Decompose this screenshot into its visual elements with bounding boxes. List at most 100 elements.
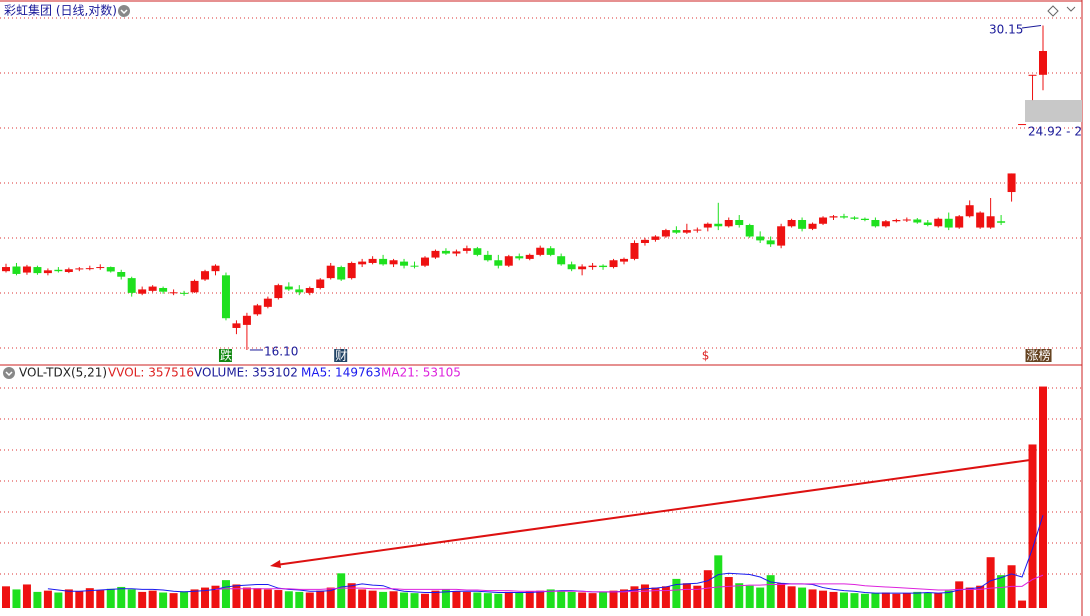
candle-body: [777, 226, 786, 246]
volume-bar: [358, 589, 367, 608]
diamond-icon[interactable]: [1047, 5, 1059, 17]
volume-bar: [787, 586, 796, 608]
ma5-label: MA5: 149763: [301, 366, 381, 380]
candle-body: [54, 269, 63, 272]
candle-body: [976, 212, 985, 228]
volume-bar: [148, 590, 157, 608]
volume-bar: [850, 593, 859, 608]
volume-bar: [557, 591, 566, 608]
volume-bar: [316, 590, 325, 608]
candle-body: [525, 254, 534, 259]
volume-bar: [1039, 386, 1047, 608]
volume-bar: [620, 589, 629, 608]
candle-body: [672, 230, 681, 233]
volume-bar: [483, 593, 492, 608]
candle-body: [316, 279, 325, 288]
volume-bar: [525, 591, 534, 608]
candle-body: [138, 289, 147, 294]
volume-icon[interactable]: [3, 367, 15, 379]
volume-bar: [127, 589, 136, 608]
candle-body: [693, 229, 702, 231]
volume-bar: [2, 586, 10, 608]
candle-body: [892, 220, 901, 222]
candle-body: [368, 258, 377, 263]
candle-body: [546, 248, 555, 255]
menu-icon[interactable]: [1066, 6, 1076, 12]
volume-bar: [274, 590, 283, 608]
candle-body: [389, 260, 398, 265]
candle-body: [766, 240, 775, 245]
collapse-icon[interactable]: [118, 5, 130, 17]
volume-bar: [75, 591, 84, 608]
candle-body: [232, 323, 241, 328]
volume-bar: [829, 591, 838, 608]
volume-bar: [745, 585, 754, 608]
candle-body: [798, 220, 807, 229]
volume-bar: [588, 593, 597, 608]
candle-body: [117, 271, 126, 277]
candle-body: [609, 260, 618, 268]
candle-body: [431, 250, 440, 258]
volume-bar: [211, 585, 220, 608]
volume-bar: [253, 588, 262, 608]
annotation-arrow: [270, 459, 1031, 568]
candle-body: [211, 265, 220, 272]
volume-bar: [431, 590, 440, 608]
candle-body: [1039, 51, 1047, 75]
candle-body: [965, 205, 974, 217]
volume-bar: [441, 589, 450, 608]
volume-bar: [777, 583, 786, 608]
candle-body: [358, 261, 367, 265]
candle-body: [410, 265, 419, 267]
candle-body: [703, 223, 712, 228]
candle-body: [96, 267, 105, 269]
marker-label: 涨榜: [1027, 348, 1051, 363]
volume-bar: [85, 588, 94, 608]
candle-body: [913, 219, 922, 223]
candle-body: [12, 266, 21, 274]
candle-body: [578, 266, 587, 270]
volume-bar: [766, 575, 775, 608]
candle-body: [462, 248, 471, 251]
candle-body: [201, 271, 210, 280]
candle-body: [148, 286, 157, 291]
candle-body: [745, 225, 754, 237]
volume-bar: [1028, 444, 1037, 608]
volume-bar: [693, 585, 702, 608]
candle-body: [1018, 124, 1027, 126]
volume-bar: [651, 587, 660, 608]
volume-bar: [819, 590, 828, 608]
volume-bar: [578, 592, 587, 608]
marker-label: $: [702, 349, 710, 363]
candle-body: [347, 262, 356, 279]
volume-bar: [420, 593, 429, 608]
candle-body: [85, 268, 94, 270]
candle-body: [902, 219, 911, 221]
volume-bar: [106, 588, 115, 608]
volume-bar: [473, 592, 482, 608]
candle-body: [630, 242, 639, 259]
candle-body: [944, 218, 953, 228]
candle-body: [735, 220, 744, 226]
candle-body: [284, 286, 293, 290]
candle-body: [1007, 173, 1016, 193]
volume-bar: [735, 583, 744, 608]
candle-body: [986, 216, 995, 228]
ma21-label: MA21: 53105: [381, 366, 461, 380]
candle-body: [787, 220, 796, 227]
volume-bar: [494, 593, 503, 608]
candle-body: [651, 236, 660, 240]
candle-body: [536, 247, 545, 255]
volume-bar: [201, 587, 210, 608]
volume-bar: [232, 584, 241, 608]
candle-body: [326, 265, 335, 279]
volume-bar: [567, 591, 576, 608]
candle-body: [557, 256, 566, 265]
candle-body: [221, 275, 230, 319]
volume-bar: [515, 592, 524, 608]
volume-bar: [599, 591, 608, 608]
volume-bar: [536, 590, 545, 608]
volume-label: VOLUME: 353102: [194, 366, 298, 380]
volume-bar: [305, 592, 314, 608]
